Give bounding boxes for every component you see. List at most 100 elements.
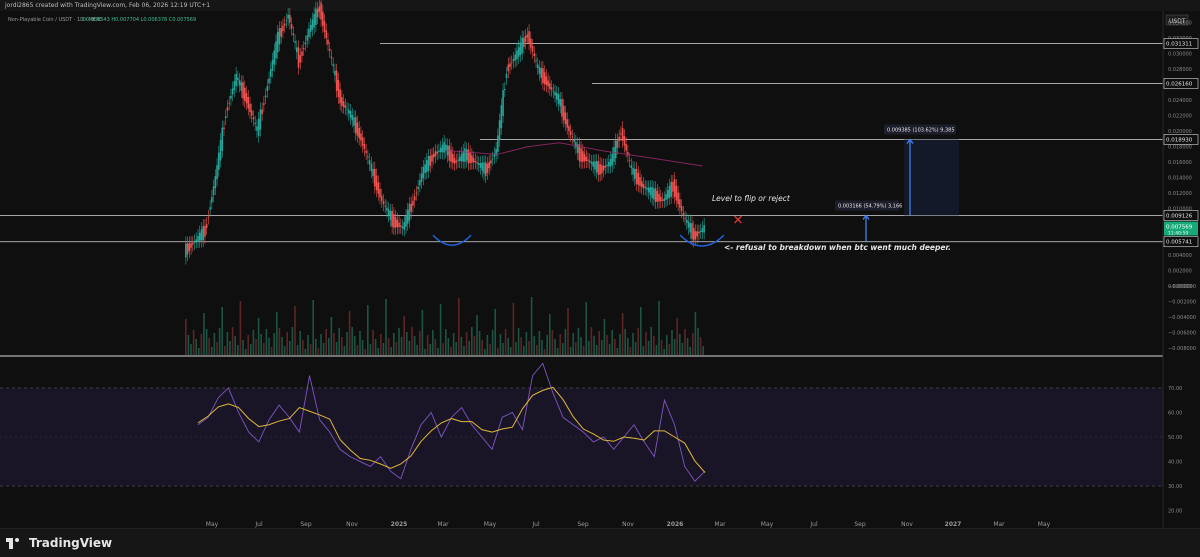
volume-bar <box>333 333 335 355</box>
candle-body <box>627 152 629 156</box>
candle-body <box>393 214 395 228</box>
volume-bar <box>380 334 382 355</box>
volume-bar <box>694 312 697 355</box>
rsi-panel[interactable] <box>0 362 1163 487</box>
x-tick-label: Mar <box>714 521 726 528</box>
volume-bar <box>588 341 590 355</box>
volume-bar <box>328 338 330 355</box>
volume-bar <box>283 346 286 355</box>
candle-body <box>692 227 695 241</box>
volume-bar <box>317 348 320 355</box>
volume-bar <box>390 347 392 355</box>
x-tick-label: May <box>484 521 497 528</box>
candle-body <box>504 88 506 91</box>
candle-body <box>601 165 603 174</box>
candle-body <box>186 243 189 255</box>
x-tick-label: Jul <box>809 521 818 528</box>
volume-bar <box>577 328 580 355</box>
volume-bar <box>190 344 192 355</box>
candle-body <box>608 161 610 167</box>
candle-body <box>661 199 664 201</box>
candle-body <box>405 215 407 227</box>
measure-arrow-1-head <box>862 214 870 220</box>
candle-body <box>642 183 645 189</box>
volume-bar <box>556 348 559 355</box>
candle-body <box>562 105 565 121</box>
price-tick-label: 0.024000 <box>1168 98 1192 104</box>
volume-bar <box>603 319 606 355</box>
candle-body <box>699 230 702 232</box>
candle-body <box>264 95 267 98</box>
candle-body <box>441 144 444 153</box>
price-tick-label: 0.004000 <box>1168 253 1192 259</box>
volume-bar <box>302 340 304 355</box>
candle-body <box>651 186 653 199</box>
volume-bar <box>221 307 223 355</box>
volume-bar <box>338 328 340 355</box>
time-axis[interactable]: May Jul Sep Nov 2025 Mar May Jul Sep Nov 2026 Mar Ma… <box>206 521 1051 528</box>
low-arc-1 <box>432 234 472 246</box>
rsi-tick-label: 30.00 <box>1168 484 1182 490</box>
candle-body <box>249 103 251 113</box>
volume-bar <box>351 327 353 355</box>
volume-bar <box>237 345 239 355</box>
volume-bar <box>335 342 338 355</box>
candle-body <box>498 120 501 141</box>
x-tick-label: Mar <box>993 521 1005 528</box>
candle-body <box>490 160 492 164</box>
volume-bar <box>356 345 359 355</box>
candle-body <box>257 118 260 136</box>
candle-body <box>457 159 459 161</box>
candle-body <box>230 95 232 99</box>
moving-average-line <box>444 142 703 167</box>
candle-body <box>374 168 376 187</box>
candle-body <box>367 156 369 158</box>
drawings[interactable]: Level to flip or reject <- refusal to bre… <box>432 124 959 252</box>
candle-body <box>687 221 690 228</box>
volume-bar <box>504 329 507 355</box>
candle-body <box>519 42 522 56</box>
x-tick-label: Mar <box>437 521 449 528</box>
volume-bar <box>554 339 556 355</box>
candle-body <box>354 117 357 134</box>
measure-arrow-2-head <box>906 138 914 144</box>
ohlc-legend: O0.006543 H0.007704 L0.006378 C0.007569 <box>82 17 196 23</box>
candle-body <box>448 145 451 161</box>
candle-body <box>377 182 380 194</box>
candle-body <box>514 54 516 61</box>
volume-bar <box>494 309 496 355</box>
candle-body <box>628 160 631 161</box>
volume-bar <box>619 334 621 355</box>
candle-body <box>320 2 322 20</box>
candle-body <box>387 209 390 216</box>
candle-body <box>616 140 619 148</box>
volume-bar <box>208 338 210 355</box>
candle-body <box>283 23 286 26</box>
candle-body <box>443 142 445 153</box>
candle-body <box>250 110 253 116</box>
volume-bar <box>348 311 351 355</box>
candle-body <box>462 151 464 162</box>
tradingview-logo[interactable]: TradingView <box>6 536 112 550</box>
rsi-line <box>197 362 706 482</box>
volume-bar <box>263 343 265 355</box>
candle-body <box>322 11 324 26</box>
candle-body <box>436 151 438 154</box>
candle-body <box>244 87 246 101</box>
candle-body <box>679 199 681 208</box>
candle-body <box>348 109 350 114</box>
candle-body <box>613 147 615 162</box>
candle-body <box>290 24 293 29</box>
candle-body <box>228 102 230 104</box>
candle-body <box>391 210 393 227</box>
candle-body <box>694 231 697 240</box>
measure-label-1-box <box>835 200 899 211</box>
candle-body <box>332 64 334 67</box>
price-tick-label: −0.008000 <box>1168 346 1196 352</box>
candle-body <box>554 91 556 96</box>
volume-bar <box>671 330 673 355</box>
volume-bar <box>663 349 665 355</box>
x-tick-label: Sep <box>854 521 866 528</box>
price-panel[interactable] <box>0 0 1163 355</box>
